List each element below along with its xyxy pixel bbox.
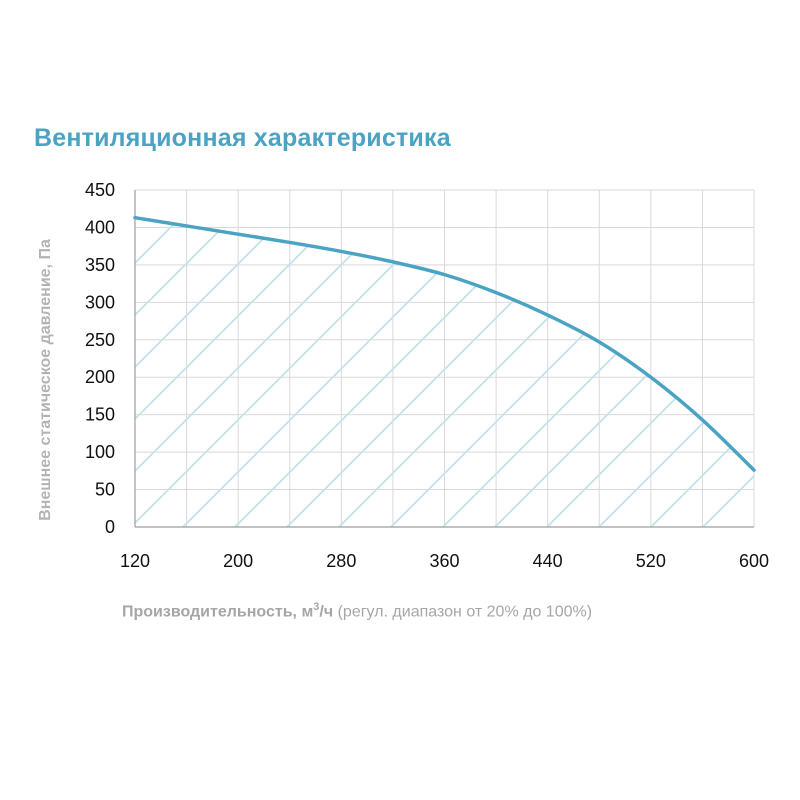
x-tick-label-360: 360 <box>429 551 459 571</box>
x-axis-label-note: (регул. диапазон от 20% до 100%) <box>337 603 593 621</box>
hatch-line <box>135 217 396 527</box>
hatched-area <box>135 107 800 527</box>
hatch-line <box>135 217 240 527</box>
hatch-line <box>135 217 188 527</box>
hatch-line <box>286 217 708 527</box>
axes <box>134 190 754 528</box>
y-tick-label-50: 50 <box>95 480 115 500</box>
hatch-line <box>135 217 136 527</box>
x-tick-label-520: 520 <box>636 551 666 571</box>
x-axis-label: Производительность, м3/ч (регул. диапазо… <box>122 601 592 621</box>
hatch-line <box>546 217 754 527</box>
x-tick-label-600: 600 <box>739 551 769 571</box>
x-tick-label-120: 120 <box>120 551 150 571</box>
x-tick-label-200: 200 <box>223 551 253 571</box>
hatch-line <box>650 217 754 527</box>
chart-title: Вентиляционная характеристика <box>34 124 451 152</box>
hatch-line <box>135 217 552 527</box>
hatch-line <box>135 217 500 527</box>
y-axis-label: Внешнее статическое давление, Па <box>37 239 54 521</box>
tick-labels: 0 50 100 150 200 250 300 350 400 450 120 200 280 360 4… <box>85 180 769 571</box>
curve-layer <box>133 215 756 472</box>
y-tick-label-150: 150 <box>85 405 115 425</box>
x-tick-label-280: 280 <box>326 551 356 571</box>
y-tick-label-200: 200 <box>85 367 115 387</box>
y-tick-label-350: 350 <box>85 255 115 275</box>
hatch-line <box>598 217 754 527</box>
grid-lines <box>135 189 755 527</box>
hatch-line <box>135 217 448 527</box>
x-axis-label-superscript: 3 <box>313 601 320 613</box>
hatch-line <box>755 107 800 527</box>
hatch-line <box>702 217 754 527</box>
hatch-line <box>182 217 604 527</box>
y-tick-label-0: 0 <box>105 517 115 537</box>
series-line <box>133 215 756 472</box>
y-tick-label-100: 100 <box>85 442 115 462</box>
hatch-line <box>234 217 656 527</box>
y-tick-label-400: 400 <box>85 217 115 237</box>
x-tick-label-440: 440 <box>533 551 563 571</box>
x-axis-label-main: Производительность, м <box>122 603 314 621</box>
hatch-line <box>390 217 754 527</box>
y-tick-label-250: 250 <box>85 330 115 350</box>
y-tick-label-450: 450 <box>85 180 115 200</box>
x-axis-label-unit: /ч <box>319 603 334 621</box>
y-tick-label-300: 300 <box>85 292 115 312</box>
